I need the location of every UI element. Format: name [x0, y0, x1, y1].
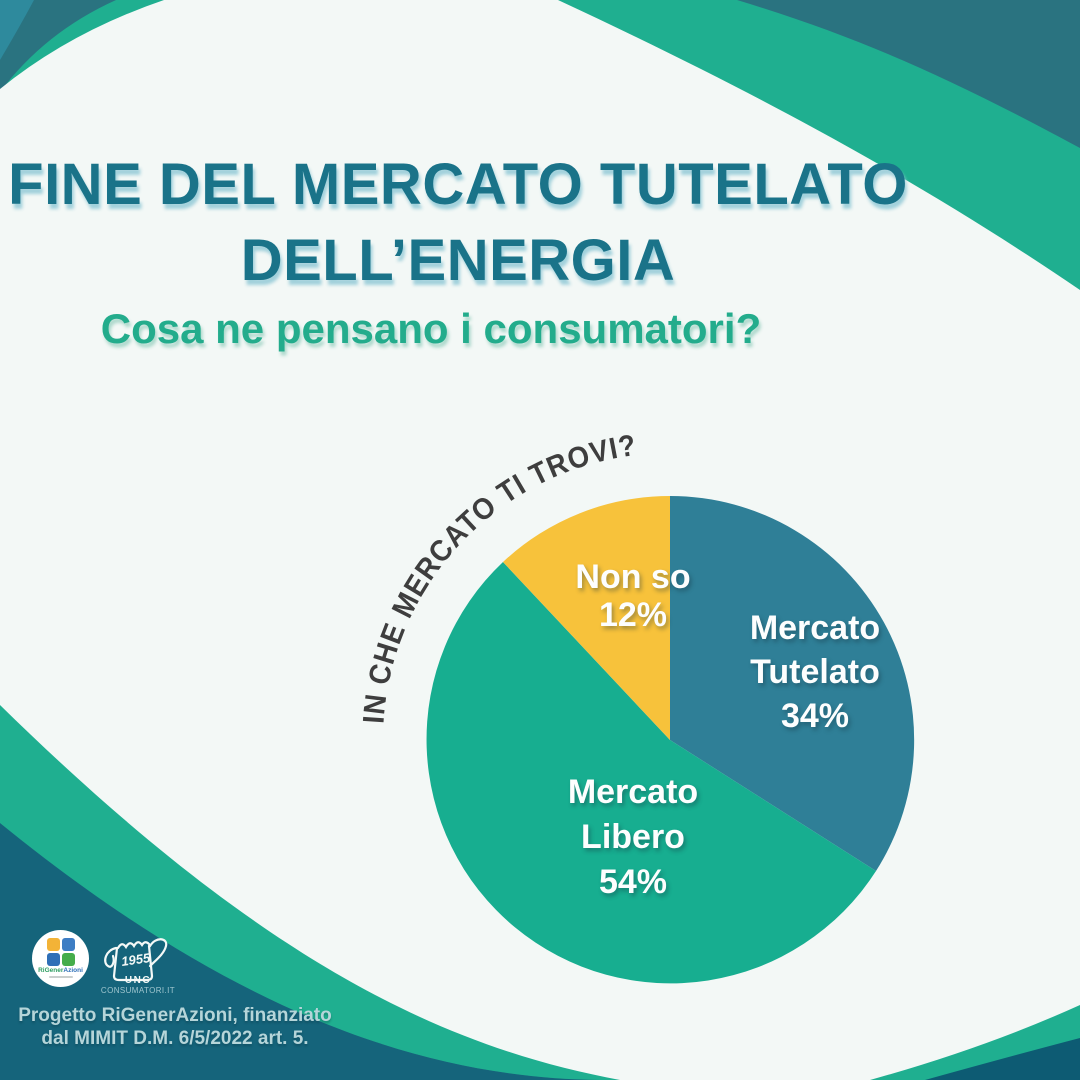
pie-chart	[426, 495, 915, 984]
project-caption-line2: dal MIMIT D.M. 6/5/2022 art. 5.	[41, 1028, 309, 1049]
ribbon-left-icon	[104, 946, 118, 968]
pie-slice-mercato-libero	[426, 562, 876, 984]
rigenerazioni-logo-text: RiGenerAzioni	[38, 967, 83, 974]
project-caption-line1: Progetto RiGenerAzioni, finanziato	[18, 1005, 332, 1026]
pie-label-non-so: Non so 12%	[483, 558, 783, 634]
bottom-left-teal-corner	[0, 823, 600, 1080]
pie-slice-mercato-tutelato	[670, 495, 915, 871]
pie-label-mercato-libero: Mercato Libero 54%	[483, 770, 783, 905]
project-caption: Progetto RiGenerAzioni, finanziato dal M…	[10, 1004, 340, 1050]
pie-label-line: Mercato	[567, 773, 699, 811]
page-title-line1: FINE DEL MERCATO TUTELATO	[8, 152, 908, 217]
pie-label-line: Non so	[575, 558, 691, 596]
ribbon-right-icon	[148, 938, 168, 968]
page-title-line2: DELL’ENERGIA	[240, 228, 676, 293]
bag-scallop-icon	[116, 941, 151, 950]
rigenerazioni-logo-tagline	[48, 976, 73, 978]
unc-logo: 1955	[104, 938, 168, 982]
unc-logo-site: CONSUMATORI.IT	[100, 986, 176, 995]
unc-logo-year: 1955	[120, 950, 151, 969]
page-subtitle: Cosa ne pensano i consumatori?	[100, 305, 762, 352]
pie-slice-non-so	[503, 496, 670, 740]
pie-label-value: 12%	[598, 596, 668, 634]
page-title: FINE DEL MERCATO TUTELATO DELL’ENERGIA	[0, 147, 916, 299]
shopping-bag-icon	[112, 944, 154, 982]
pie-label-value: 54%	[598, 863, 668, 901]
pie-label-line: Mercato	[749, 609, 881, 647]
pie-label-line: Libero	[581, 818, 685, 856]
puzzle-icon	[46, 938, 75, 966]
top-left-accent-wedge	[0, 0, 34, 60]
rigenerazioni-logo: RiGenerAzioni	[32, 930, 89, 987]
unc-logo-name: UNC	[124, 975, 152, 986]
pie-label-mercato-tutelato: Mercato Tutelato 34%	[665, 606, 965, 738]
pie-label-line: Tutelato	[750, 653, 880, 691]
pie-label-value: 34%	[780, 697, 850, 735]
